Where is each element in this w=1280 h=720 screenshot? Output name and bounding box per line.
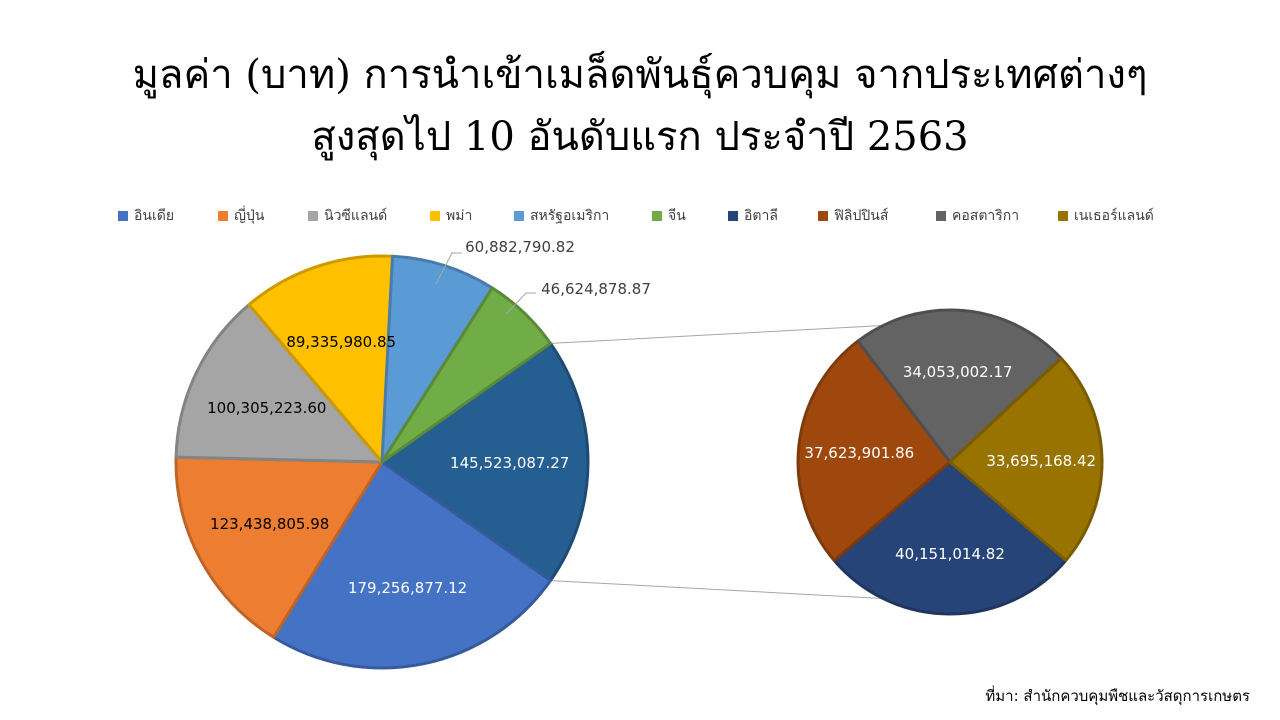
legend-item: พม่า: [430, 205, 472, 227]
pie-slice: [832, 460, 1068, 616]
legend-swatch: [1058, 211, 1068, 221]
pie-slice: [948, 356, 1104, 562]
legend-label: พม่า: [446, 208, 473, 224]
chart-legend: อินเดีย ญี่ปุ่น นิวซีแลนด์ พม่า สหรัฐอเมริกา…: [118, 205, 1198, 227]
legend-label: คอสตาริกา: [952, 208, 1020, 224]
data-label: 33,695,168.42: [986, 452, 1096, 470]
pie-slice: [247, 254, 395, 464]
legend-label: ฟิลิปปินส์: [834, 208, 889, 224]
data-label: 123,438,805.98: [210, 515, 329, 533]
legend-label: สหรัฐอเมริกา: [530, 208, 610, 224]
legend-swatch: [430, 211, 440, 221]
legend-swatch: [514, 211, 524, 221]
legend-item: อินเดีย: [118, 205, 174, 227]
pie-slice: [272, 460, 552, 670]
data-label: 37,623,901.86: [804, 444, 914, 462]
legend-label: เนเธอร์แลนด์: [1074, 208, 1154, 224]
legend-item: จีน: [652, 205, 686, 227]
data-label: 60,882,790.82: [465, 238, 575, 256]
data-label: 46,624,878.87: [541, 280, 651, 298]
data-label: 89,335,980.85: [286, 333, 396, 351]
pie-slice: [174, 303, 384, 464]
data-label: 179,256,877.12: [348, 579, 467, 597]
legend-label: อิตาลี: [744, 208, 778, 224]
legend-swatch: [936, 211, 946, 221]
chart-title-line-1: มูลค่า (บาท) การนำเข้าเมล็ดพันธุ์ควบคุม …: [132, 52, 1148, 98]
data-label: 145,523,087.27: [450, 454, 569, 472]
legend-swatch: [728, 211, 738, 221]
chart-title-line-2: สูงสุดไป 10 อันดับแรก ประจำปี 2563: [311, 114, 969, 160]
legend-item: อิตาลี: [728, 205, 778, 227]
leader-line: [435, 252, 462, 285]
legend-item: คอสตาริกา: [936, 205, 1019, 227]
data-label: 34,053,002.17: [903, 363, 1013, 381]
pie-slice: [796, 339, 952, 562]
source-note: ที่มา: สำนักควบคุมพืชและวัสดุการเกษตร: [985, 687, 1250, 705]
legend-item: เนเธอร์แลนด์: [1058, 205, 1154, 227]
legend-label: ญี่ปุ่น: [234, 208, 265, 224]
leader-line: [505, 292, 536, 315]
data-label: 40,151,014.82: [895, 545, 1005, 563]
legend-swatch: [652, 211, 662, 221]
legend-label: อินเดีย: [134, 208, 175, 224]
pie-slice-other: [380, 341, 590, 583]
legend-swatch: [218, 211, 228, 221]
chart-title: มูลค่า (บาท) การนำเข้าเมล็ดพันธุ์ควบคุม …: [0, 44, 1280, 168]
legend-swatch: [308, 211, 318, 221]
pie-slice: [380, 254, 494, 464]
legend-label: จีน: [668, 208, 686, 224]
data-label: 100,305,223.60: [207, 399, 326, 417]
pie-slice: [174, 455, 384, 639]
pie-slice: [380, 286, 552, 464]
legend-swatch: [118, 211, 128, 221]
legend-item: นิวซีแลนด์: [308, 205, 387, 227]
legend-item: ฟิลิปปินส์: [818, 205, 888, 227]
legend-label: นิวซีแลนด์: [324, 208, 388, 224]
pie-slice: [856, 308, 1063, 464]
legend-item: ญี่ปุ่น: [218, 205, 264, 227]
legend-item: สหรัฐอเมริกา: [514, 205, 609, 227]
legend-swatch: [818, 211, 828, 221]
